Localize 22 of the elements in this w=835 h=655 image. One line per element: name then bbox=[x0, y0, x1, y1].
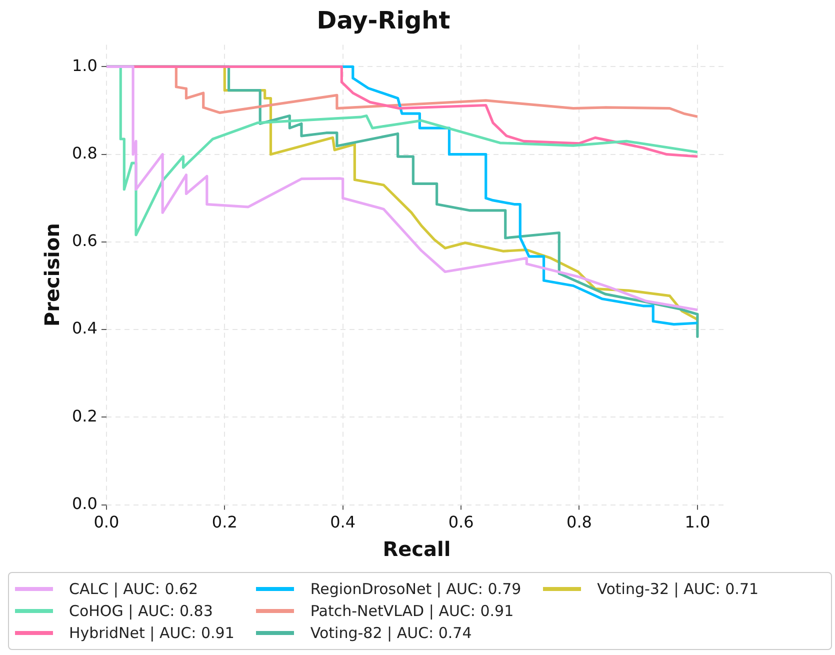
x-tick-label: 1.0 bbox=[684, 512, 710, 532]
x-tick-label: 0.8 bbox=[566, 512, 592, 532]
x-tick-label: 0.4 bbox=[330, 512, 356, 532]
legend-label: Voting-82 | AUC: 0.74 bbox=[310, 624, 472, 642]
y-tick-label: 0.6 bbox=[72, 231, 98, 250]
y-tick-label: 0.4 bbox=[72, 318, 98, 338]
y-tick-label: 1.0 bbox=[72, 56, 98, 75]
y-tick-label: 0.2 bbox=[72, 406, 98, 426]
chart-title: Day-Right bbox=[316, 6, 450, 35]
legend-label: Patch-NetVLAD | AUC: 0.91 bbox=[310, 602, 514, 620]
y-tick-label: 0.0 bbox=[72, 494, 98, 513]
y-tick-label: 0.8 bbox=[72, 143, 98, 162]
x-tick-label: 0.6 bbox=[448, 512, 474, 532]
legend-label: RegionDrosoNet | AUC: 0.79 bbox=[310, 580, 522, 598]
legend-label: CoHOG | AUC: 0.83 bbox=[69, 602, 213, 620]
x-axis-title: Recall bbox=[382, 537, 451, 562]
legend-label: CALC | AUC: 0.62 bbox=[69, 580, 198, 598]
legend-label: Voting-32 | AUC: 0.71 bbox=[597, 580, 759, 598]
y-axis-title: Precision bbox=[40, 223, 64, 327]
legend-label: HybridNet | AUC: 0.91 bbox=[69, 624, 234, 642]
x-tick-label: 0.0 bbox=[94, 512, 120, 532]
x-tick-label: 0.2 bbox=[212, 512, 238, 532]
